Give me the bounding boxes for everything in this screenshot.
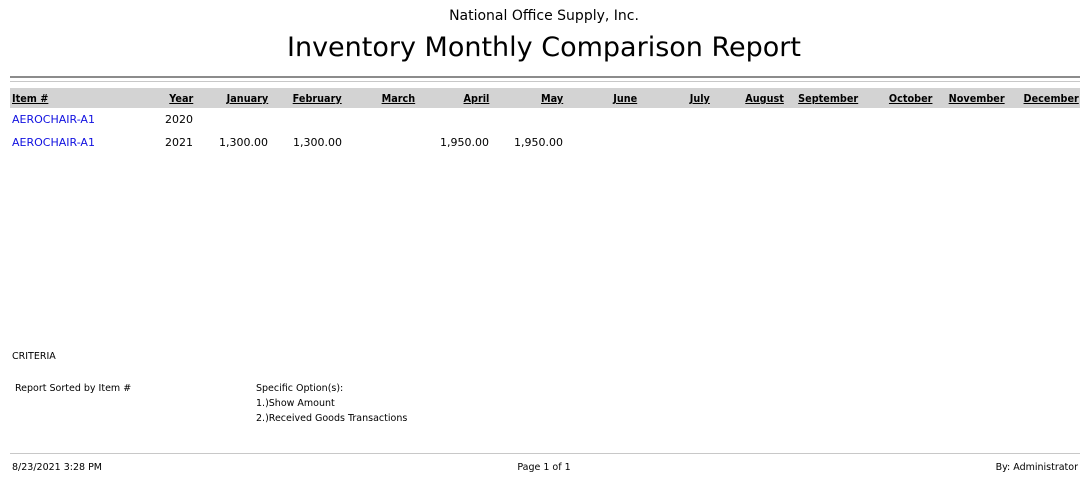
- table-header: [10, 88, 1080, 108]
- page-number: Page 1 of 1: [517, 462, 571, 473]
- printed-by: By: Administrator: [995, 462, 1078, 473]
- column-header: July: [689, 92, 710, 105]
- criteria-heading: CRITERIA: [12, 351, 56, 362]
- option-2: 2.)Received Goods Transactions: [256, 413, 408, 424]
- options-label: Specific Option(s):: [256, 383, 344, 394]
- month-value: 1,300.00: [293, 136, 342, 149]
- report-title: Inventory Monthly Comparison Report: [287, 32, 801, 63]
- item-link[interactable]: AEROCHAIR-A1: [12, 136, 95, 149]
- column-header: December: [1023, 92, 1079, 105]
- column-header: September: [797, 92, 858, 105]
- column-header: October: [888, 92, 932, 105]
- column-header: April: [463, 92, 489, 105]
- column-header: June: [613, 92, 637, 105]
- divider: [10, 81, 1080, 82]
- divider: [10, 76, 1080, 78]
- month-value: 1,950.00: [514, 136, 563, 149]
- print-datetime: 8/23/2021 3:28 PM: [12, 462, 103, 473]
- year-cell: 2021: [165, 136, 193, 149]
- column-header: May: [540, 92, 563, 105]
- month-value: 1,300.00: [219, 136, 268, 149]
- company-name: National Office Supply, Inc.: [449, 8, 639, 24]
- column-header: Item #: [12, 92, 49, 105]
- item-link[interactable]: AEROCHAIR-A1: [12, 113, 95, 126]
- column-header: November: [949, 92, 1005, 105]
- option-1: 1.)Show Amount: [256, 398, 335, 409]
- column-header: January: [226, 92, 268, 105]
- column-header: Year: [169, 92, 193, 105]
- year-cell: 2020: [165, 113, 193, 126]
- month-value: 1,950.00: [440, 136, 489, 149]
- column-header: August: [745, 92, 784, 105]
- column-header: March: [381, 92, 415, 105]
- column-header: February: [292, 92, 342, 105]
- sort-criteria: Report Sorted by Item #: [15, 383, 132, 394]
- footer-divider: [10, 453, 1080, 454]
